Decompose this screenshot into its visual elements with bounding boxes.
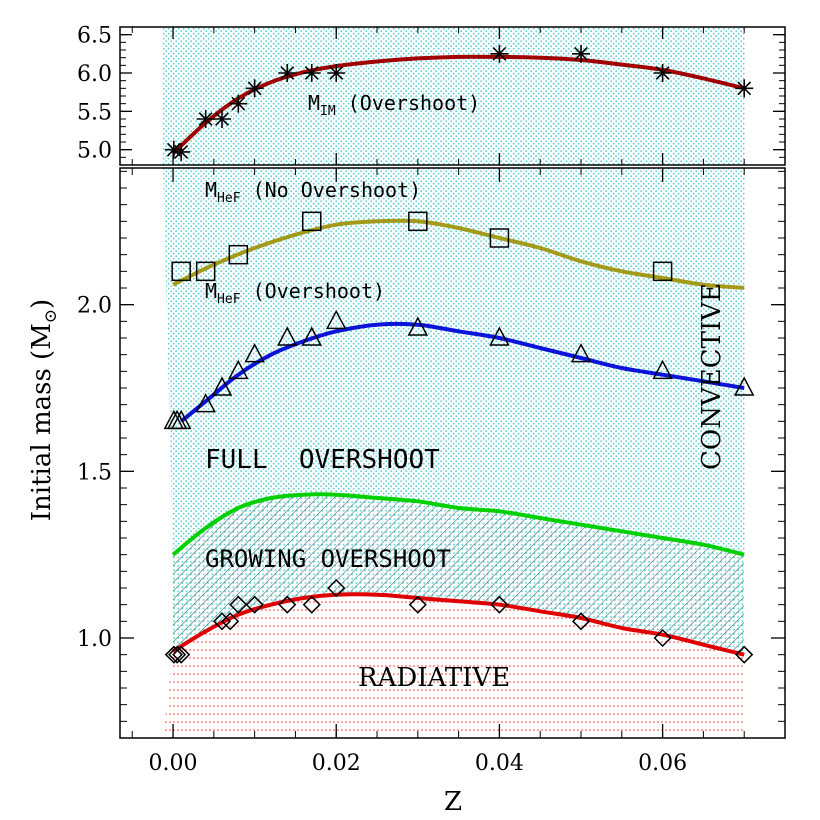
x-tick-label: 0.00 bbox=[149, 751, 198, 776]
m-im-point bbox=[327, 64, 346, 82]
hef-overshoot-point bbox=[570, 343, 592, 363]
x-tick-label: 0.02 bbox=[312, 751, 361, 776]
hef-no-overshoot-point bbox=[301, 211, 322, 232]
radiative-point bbox=[490, 595, 509, 614]
m-hef-no-overshoot-label: MHeF (No Overshoot) bbox=[205, 178, 421, 206]
m-im-point bbox=[653, 64, 672, 82]
radiative-point bbox=[408, 595, 427, 614]
radiative-point bbox=[653, 628, 672, 648]
hef-overshoot-point bbox=[170, 409, 192, 430]
top-y-tick-label: 5.5 bbox=[77, 100, 112, 125]
m-im-point bbox=[278, 64, 297, 82]
radiative-point bbox=[212, 612, 232, 631]
hef-overshoot-point bbox=[228, 359, 249, 380]
radiative-point bbox=[302, 595, 321, 614]
radiative-point bbox=[735, 645, 754, 664]
hef-overshoot-point bbox=[652, 359, 673, 380]
radiative-region bbox=[163, 594, 745, 738]
full-overshoot-label: FULL OVERSHOOT bbox=[205, 445, 440, 475]
hef-no-overshoot-point bbox=[408, 211, 428, 232]
top-panel: 5.0 5.5 6.0 6.5 MIM (Overshoot) bbox=[77, 24, 786, 166]
hef-overshoot-point bbox=[733, 376, 755, 396]
x-axis-title: Z bbox=[444, 787, 462, 817]
hef-overshoot-point bbox=[325, 309, 347, 330]
top-plot-frame bbox=[119, 26, 786, 166]
curve-hef-no-overshoot bbox=[172, 218, 745, 290]
hef-no-overshoot-point bbox=[489, 228, 510, 248]
hef-overshoot-point bbox=[195, 393, 216, 413]
m-im-point bbox=[245, 79, 264, 98]
m-hef-overshoot-label: MHeF (Overshoot) bbox=[205, 279, 385, 307]
radiative-point bbox=[168, 645, 187, 664]
radiative-point bbox=[571, 612, 591, 631]
radiative-label: RADIATIVE bbox=[358, 663, 510, 693]
m-im-point bbox=[212, 110, 231, 128]
y-tick-label: 1.5 bbox=[77, 460, 112, 485]
m-im-point bbox=[196, 110, 215, 128]
growing-overshoot-region bbox=[173, 494, 745, 655]
m-im-point bbox=[735, 79, 754, 98]
convective-label: CONVECTIVE bbox=[697, 283, 727, 470]
m-im-label: MIM (Overshoot) bbox=[308, 91, 480, 119]
radiative-point bbox=[245, 595, 264, 614]
hef-overshoot-point bbox=[211, 376, 233, 396]
hef-no-overshoot-point bbox=[652, 261, 673, 282]
curve-radiative-boundary bbox=[171, 592, 745, 657]
m-im-point bbox=[164, 140, 183, 159]
top-y-tick-label: 6.0 bbox=[77, 62, 112, 87]
growing-overshoot-label: GROWING OVERSHOOT bbox=[205, 545, 451, 573]
x-tick-label: 0.06 bbox=[638, 751, 687, 776]
x-tick-label: 0.04 bbox=[475, 751, 524, 776]
top-y-tick-label: 6.5 bbox=[77, 24, 112, 49]
hef-overshoot-point bbox=[301, 326, 322, 346]
bottom-ticks: 1.0 1.5 2.0 0.00 0.02 0.04 0.06 bbox=[77, 27, 785, 776]
radiative-point bbox=[278, 595, 297, 614]
radiative-point bbox=[164, 645, 183, 664]
hef-overshoot-point bbox=[407, 316, 429, 336]
m-im-point bbox=[302, 64, 321, 82]
radiative-point bbox=[172, 645, 191, 664]
hef-overshoot-point bbox=[489, 326, 510, 346]
m-im-markers bbox=[164, 44, 754, 161]
m-im-point bbox=[172, 142, 191, 161]
y-tick-label: 1.0 bbox=[77, 627, 112, 652]
hef-overshoot-point bbox=[244, 343, 265, 363]
m-im-point bbox=[572, 44, 591, 63]
y-tick-label: 2.0 bbox=[77, 294, 112, 319]
curve-growing-boundary bbox=[171, 492, 745, 557]
m-im-point bbox=[229, 94, 248, 113]
bottom-curves bbox=[171, 218, 745, 657]
radiative-point bbox=[327, 578, 346, 598]
hef-no-overshoot-point bbox=[228, 244, 249, 265]
radiative-point bbox=[221, 612, 240, 631]
m-im-point bbox=[490, 44, 509, 63]
top-y-ticks: 5.0 5.5 6.0 6.5 bbox=[77, 24, 785, 164]
hef-no-overshoot-point bbox=[195, 261, 216, 282]
hef-no-overshoot-point bbox=[171, 261, 191, 282]
y-axis-title: Initial mass (M⊙) bbox=[27, 299, 61, 521]
curve-hef-overshoot bbox=[179, 321, 745, 423]
top-y-tick-label: 5.0 bbox=[77, 139, 112, 164]
bottom-markers bbox=[163, 211, 755, 664]
radiative-point bbox=[229, 595, 248, 614]
hef-overshoot-point bbox=[277, 326, 298, 346]
bottom-panel: 1.0 1.5 2.0 0.00 0.02 0.04 0.06 MHeF (No Overs… bbox=[77, 27, 786, 776]
bottom-plot-frame bbox=[119, 167, 786, 739]
